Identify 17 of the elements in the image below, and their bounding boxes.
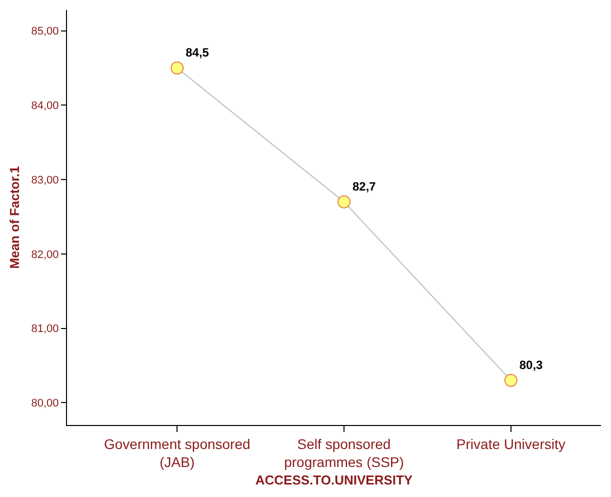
point <box>338 195 351 208</box>
data-label: 82,7 <box>352 179 376 194</box>
data-label: 80,3 <box>519 358 544 372</box>
y-tick-label: 82,00 <box>31 248 59 261</box>
point <box>504 374 518 387</box>
x-tick-label: Private University <box>456 436 566 452</box>
y-tick-label: 85,00 <box>31 26 59 38</box>
x-axis-title: ACCESS.TO.UNIVERSITY <box>255 472 413 488</box>
point <box>170 62 184 75</box>
x-tick-label: Self sponsored programmes (SSP) <box>284 436 404 470</box>
y-tick-label: 84,00 <box>31 100 59 112</box>
y-tick-label: 83,00 <box>31 174 59 186</box>
y-tick-label: 81,00 <box>31 323 59 336</box>
y-tick-label: 80,00 <box>31 398 59 410</box>
x-tick-label: Government sponsored (JAB) <box>104 436 250 470</box>
data-label: 84,5 <box>186 46 210 60</box>
y-axis-title: Mean of Factor.1 <box>7 166 22 269</box>
